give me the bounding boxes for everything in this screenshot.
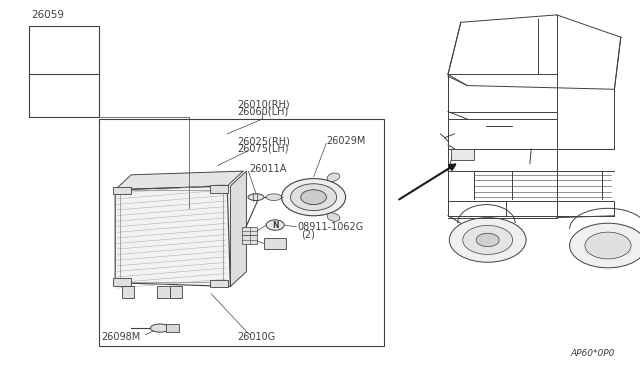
- Circle shape: [301, 190, 326, 205]
- Text: 26060(LH): 26060(LH): [237, 107, 288, 116]
- Ellipse shape: [248, 194, 264, 201]
- Text: 08911-1062G: 08911-1062G: [298, 222, 364, 232]
- Bar: [166, 324, 179, 332]
- Circle shape: [476, 233, 499, 247]
- Text: 26025(RH): 26025(RH): [237, 137, 290, 146]
- Bar: [264, 238, 286, 249]
- Text: 26075(LH): 26075(LH): [237, 144, 288, 154]
- Text: 26098M: 26098M: [101, 332, 140, 341]
- Bar: [210, 280, 228, 287]
- Bar: [157, 286, 170, 298]
- Circle shape: [463, 225, 513, 254]
- Bar: [120, 190, 223, 282]
- Bar: [451, 149, 474, 160]
- Ellipse shape: [327, 213, 340, 221]
- Text: 26011A: 26011A: [250, 164, 287, 174]
- Bar: [29, 26, 99, 117]
- Bar: [242, 235, 257, 244]
- Bar: [113, 278, 131, 286]
- Circle shape: [266, 220, 284, 230]
- Bar: [242, 227, 257, 235]
- Ellipse shape: [266, 194, 282, 201]
- Bar: [210, 185, 228, 193]
- Bar: [122, 286, 134, 298]
- Text: N: N: [272, 221, 278, 230]
- Circle shape: [282, 179, 346, 216]
- Text: (2): (2): [301, 230, 315, 239]
- Circle shape: [585, 232, 631, 259]
- Ellipse shape: [150, 324, 170, 332]
- Ellipse shape: [327, 173, 340, 182]
- Bar: [170, 286, 182, 298]
- Polygon shape: [115, 186, 230, 286]
- Circle shape: [449, 218, 526, 262]
- Circle shape: [570, 223, 640, 268]
- Polygon shape: [115, 171, 243, 190]
- Bar: [99, 119, 384, 346]
- Text: 26029M: 26029M: [326, 137, 366, 146]
- Text: 26010(RH): 26010(RH): [237, 99, 289, 109]
- Bar: [113, 187, 131, 194]
- Circle shape: [291, 184, 337, 211]
- Text: 26059: 26059: [31, 10, 65, 20]
- Text: AP60*0P0: AP60*0P0: [570, 349, 614, 358]
- Text: 26010G: 26010G: [237, 332, 275, 341]
- Polygon shape: [230, 171, 246, 286]
